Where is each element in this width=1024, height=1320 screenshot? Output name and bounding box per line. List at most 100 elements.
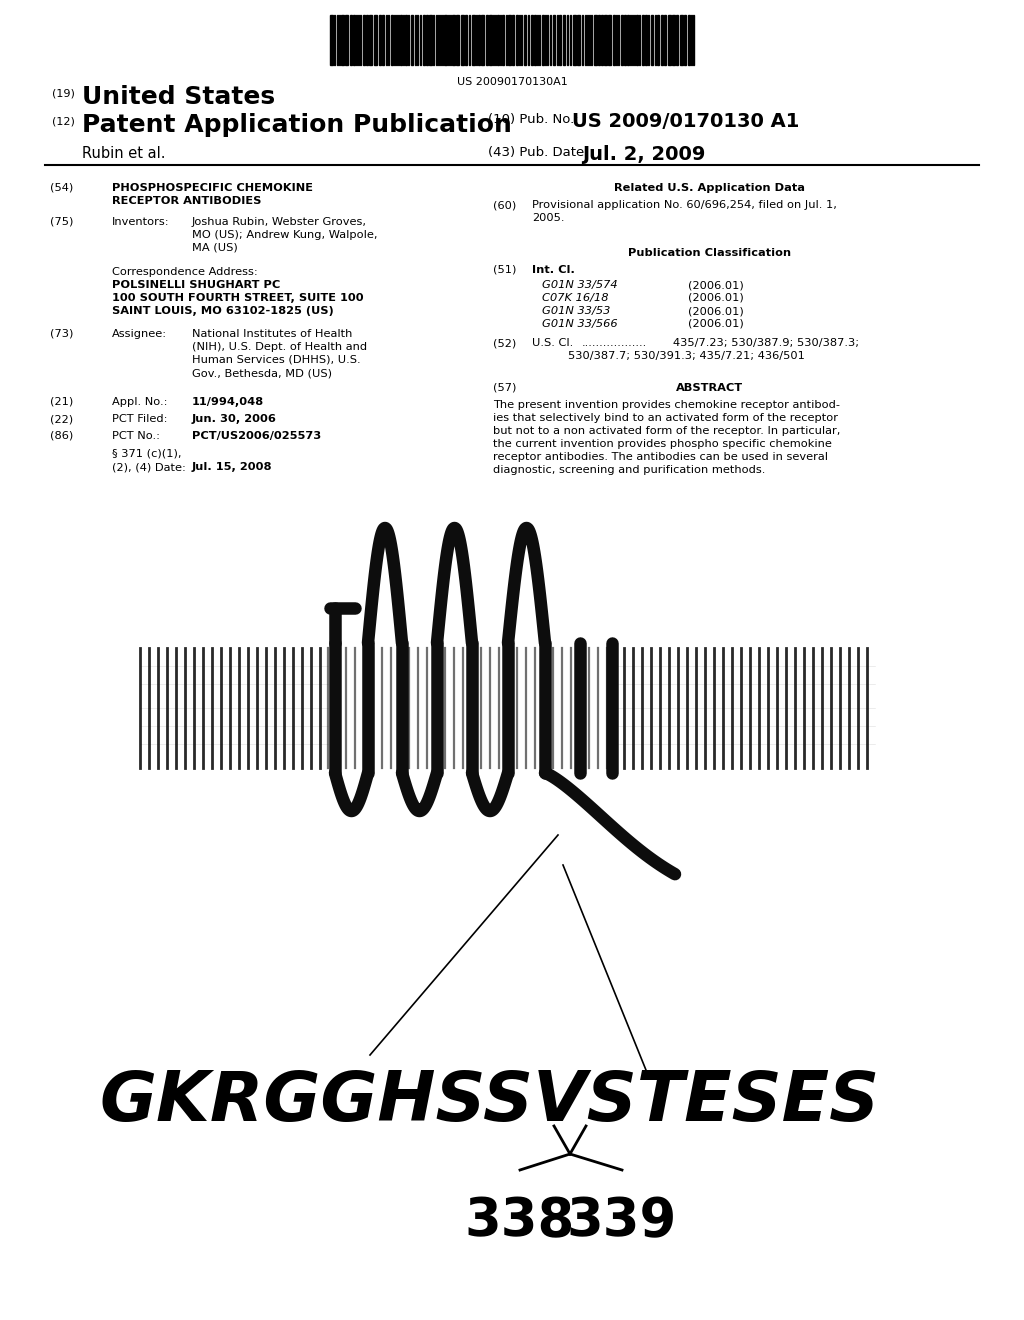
Text: but not to a non activated form of the receptor. In particular,: but not to a non activated form of the r… (493, 426, 841, 436)
Text: G01N 33/566: G01N 33/566 (542, 319, 617, 329)
Text: (22): (22) (50, 414, 73, 424)
Text: (2006.01): (2006.01) (688, 280, 743, 290)
Bar (604, 15, 607, 65)
Bar (563, 15, 565, 65)
Bar (668, 15, 671, 65)
Text: 11/994,048: 11/994,048 (193, 397, 264, 407)
Bar (497, 15, 499, 65)
Bar (362, 15, 365, 65)
Bar (672, 15, 675, 65)
Bar (478, 15, 480, 65)
Text: (2006.01): (2006.01) (688, 306, 743, 315)
Text: 338: 338 (465, 1195, 575, 1247)
Text: (21): (21) (50, 397, 74, 407)
Text: (12): (12) (52, 116, 75, 125)
Text: Gov., Bethesda, MD (US): Gov., Bethesda, MD (US) (193, 368, 332, 378)
Text: National Institutes of Health: National Institutes of Health (193, 329, 352, 339)
Bar (642, 15, 644, 65)
Text: (73): (73) (50, 329, 74, 339)
Text: (2006.01): (2006.01) (688, 319, 743, 329)
Text: Joshua Rubin, Webster Groves,: Joshua Rubin, Webster Groves, (193, 216, 367, 227)
Text: 100 SOUTH FOURTH STREET, SUITE 100: 100 SOUTH FOURTH STREET, SUITE 100 (112, 293, 364, 304)
Bar (452, 15, 455, 65)
Bar (621, 15, 623, 65)
Text: (10) Pub. No.:: (10) Pub. No.: (488, 114, 579, 125)
Bar (423, 15, 425, 65)
Bar (374, 15, 377, 65)
Bar (426, 15, 428, 65)
Bar (594, 15, 597, 65)
Text: ies that selectively bind to an activated form of the receptor: ies that selectively bind to an activate… (493, 413, 838, 422)
Text: (52): (52) (493, 338, 516, 348)
Text: Related U.S. Application Data: Related U.S. Application Data (614, 183, 806, 193)
Bar (489, 15, 492, 65)
Text: (2), (4) Date:: (2), (4) Date: (112, 462, 186, 473)
Text: 530/387.7; 530/391.3; 435/7.21; 436/501: 530/387.7; 530/391.3; 435/7.21; 436/501 (568, 351, 805, 360)
Text: diagnostic, screening and purification methods.: diagnostic, screening and purification m… (493, 465, 765, 475)
Text: G01N 33/53: G01N 33/53 (542, 306, 610, 315)
Bar (341, 15, 344, 65)
Bar (601, 15, 603, 65)
Bar (531, 15, 534, 65)
Text: Int. Cl.: Int. Cl. (532, 265, 574, 275)
Text: PCT No.:: PCT No.: (112, 432, 160, 441)
Text: receptor antibodies. The antibodies can be used in several: receptor antibodies. The antibodies can … (493, 451, 828, 462)
Bar (553, 15, 555, 65)
Bar (662, 15, 663, 65)
Bar (345, 15, 348, 65)
Text: (54): (54) (50, 183, 74, 193)
Text: ABSTRACT: ABSTRACT (677, 383, 743, 393)
Bar (465, 15, 467, 65)
Text: MA (US): MA (US) (193, 243, 238, 253)
Bar (400, 15, 402, 65)
Bar (627, 15, 629, 65)
Bar (350, 15, 352, 65)
Text: G01N 33/574: G01N 33/574 (542, 280, 617, 290)
Bar (512, 15, 514, 65)
Text: (60): (60) (493, 201, 516, 210)
Text: Correspondence Address:: Correspondence Address: (112, 267, 258, 277)
Bar (676, 15, 678, 65)
Bar (461, 15, 464, 65)
Text: Jul. 2, 2009: Jul. 2, 2009 (582, 145, 706, 164)
Bar (472, 15, 475, 65)
Text: MO (US); Andrew Kung, Walpole,: MO (US); Andrew Kung, Walpole, (193, 230, 378, 240)
Bar (353, 15, 355, 65)
Text: Rubin et al.: Rubin et al. (82, 147, 166, 161)
Text: PHOSPHOSPECIFIC CHEMOKINE: PHOSPHOSPECIFIC CHEMOKINE (112, 183, 313, 193)
Text: ..................: .................. (582, 338, 647, 348)
Text: 435/7.23; 530/387.9; 530/387.3;: 435/7.23; 530/387.9; 530/387.3; (673, 338, 859, 348)
Bar (369, 15, 372, 65)
Text: (51): (51) (493, 265, 516, 275)
Bar (657, 15, 659, 65)
Text: (86): (86) (50, 432, 74, 441)
Text: C07K 16/18: C07K 16/18 (542, 293, 608, 304)
Bar (411, 15, 413, 65)
Text: PCT/US2006/025573: PCT/US2006/025573 (193, 432, 322, 441)
Bar (516, 15, 518, 65)
Text: (43) Pub. Date:: (43) Pub. Date: (488, 147, 589, 158)
Bar (684, 15, 686, 65)
Bar (651, 15, 653, 65)
Text: (NIH), U.S. Dept. of Health and: (NIH), U.S. Dept. of Health and (193, 342, 368, 352)
Bar (508, 15, 511, 65)
Text: US 20090170130A1: US 20090170130A1 (457, 77, 567, 87)
Text: PCT Filed:: PCT Filed: (112, 414, 168, 424)
Text: US 2009/0170130 A1: US 2009/0170130 A1 (572, 112, 800, 131)
Text: Patent Application Publication: Patent Application Publication (82, 114, 512, 137)
Bar (524, 15, 526, 65)
Bar (636, 15, 638, 65)
Text: § 371 (c)(1),: § 371 (c)(1), (112, 449, 181, 459)
Text: (75): (75) (50, 216, 74, 227)
Text: Assignee:: Assignee: (112, 329, 167, 339)
Text: GKRGGHSSVSTESES: GKRGGHSSVSTESES (100, 1068, 880, 1135)
Bar (444, 15, 447, 65)
Bar (559, 15, 561, 65)
Text: Provisional application No. 60/696,254, filed on Jul. 1,: Provisional application No. 60/696,254, … (532, 201, 837, 210)
Text: RECEPTOR ANTIBODIES: RECEPTOR ANTIBODIES (112, 195, 261, 206)
Bar (608, 15, 611, 65)
Bar (379, 15, 381, 65)
Text: United States: United States (82, 84, 275, 110)
Bar (391, 15, 393, 65)
Text: Appl. No.:: Appl. No.: (112, 397, 168, 407)
